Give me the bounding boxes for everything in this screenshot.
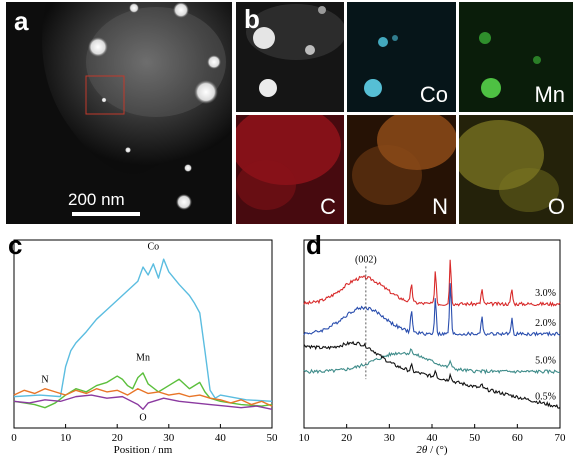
map-n: N [347,115,456,224]
x-tick-label: 70 [555,432,567,444]
series-line-co [13,258,273,403]
map-o: O [459,115,573,224]
chart-c-line-scan: 0 10 20 30 40 50 Position / nm Co Mn N O [11,239,279,456]
map-n-label: N [432,194,448,219]
xrd-pattern-2-0pct [303,283,561,337]
peak-002-label: (002) [355,255,377,266]
x-tick-label: 30 [384,432,396,444]
x-tick-label: 20 [112,432,124,444]
x-tick-label: 60 [512,432,524,444]
scale-bar [72,212,140,216]
x-tick-label: 30 [163,432,175,444]
panel-d-letter: d [306,230,322,260]
annotation-n: N [41,374,48,385]
stem-image-graphic [6,2,232,224]
map-co: Co [347,2,456,112]
map-mn: Mn [459,2,573,112]
panel-c-letter: c [8,230,23,260]
xrd-pattern-0-5pct [303,340,561,409]
map-c: C [236,115,344,224]
x-tick-label: 50 [267,432,279,444]
annotation-co: Co [147,242,159,253]
map-o-label: O [547,194,565,219]
xrd-pattern-3-0pct [303,259,561,308]
panel-b-letter: b [244,4,260,34]
series-label: 3.0% [535,288,556,299]
map-haadf: b [236,2,344,112]
x-tick-label: 40 [427,432,439,444]
x-tick-label: 20 [341,432,353,444]
panel-a-letter: a [14,6,29,36]
chart-d-xrd: 3.0% 2.0% 5.0% 0.5% (002) 10 20 30 40 50 60 70 2θ / … [299,239,567,456]
series-label: 2.0% [535,318,556,329]
x-tick-label: 0 [11,432,17,444]
map-co-label: Co [419,82,448,107]
x-tick-label: 40 [215,432,227,444]
chart-c-frame [13,239,273,429]
x-tick-label: 10 [60,432,72,444]
series-label: 5.0% [535,356,556,367]
series-label: 0.5% [535,391,556,402]
x-tick-label: 10 [299,432,311,444]
x-axis-label: 2θ / (°) [416,444,448,456]
map-c-label: C [320,194,336,219]
series-line-o [13,394,273,410]
xrd-pattern-5-0pct [303,348,561,375]
panel-a-stem-image: a 200 nm [6,2,232,224]
scale-bar-label: 200 nm [68,190,125,209]
series-line-n [13,388,273,407]
annotation-o: O [139,412,146,423]
map-mn-label: Mn [534,82,565,107]
annotation-mn: Mn [136,352,150,363]
x-tick-label: 50 [469,432,481,444]
x-axis-label: Position / nm [114,444,173,456]
